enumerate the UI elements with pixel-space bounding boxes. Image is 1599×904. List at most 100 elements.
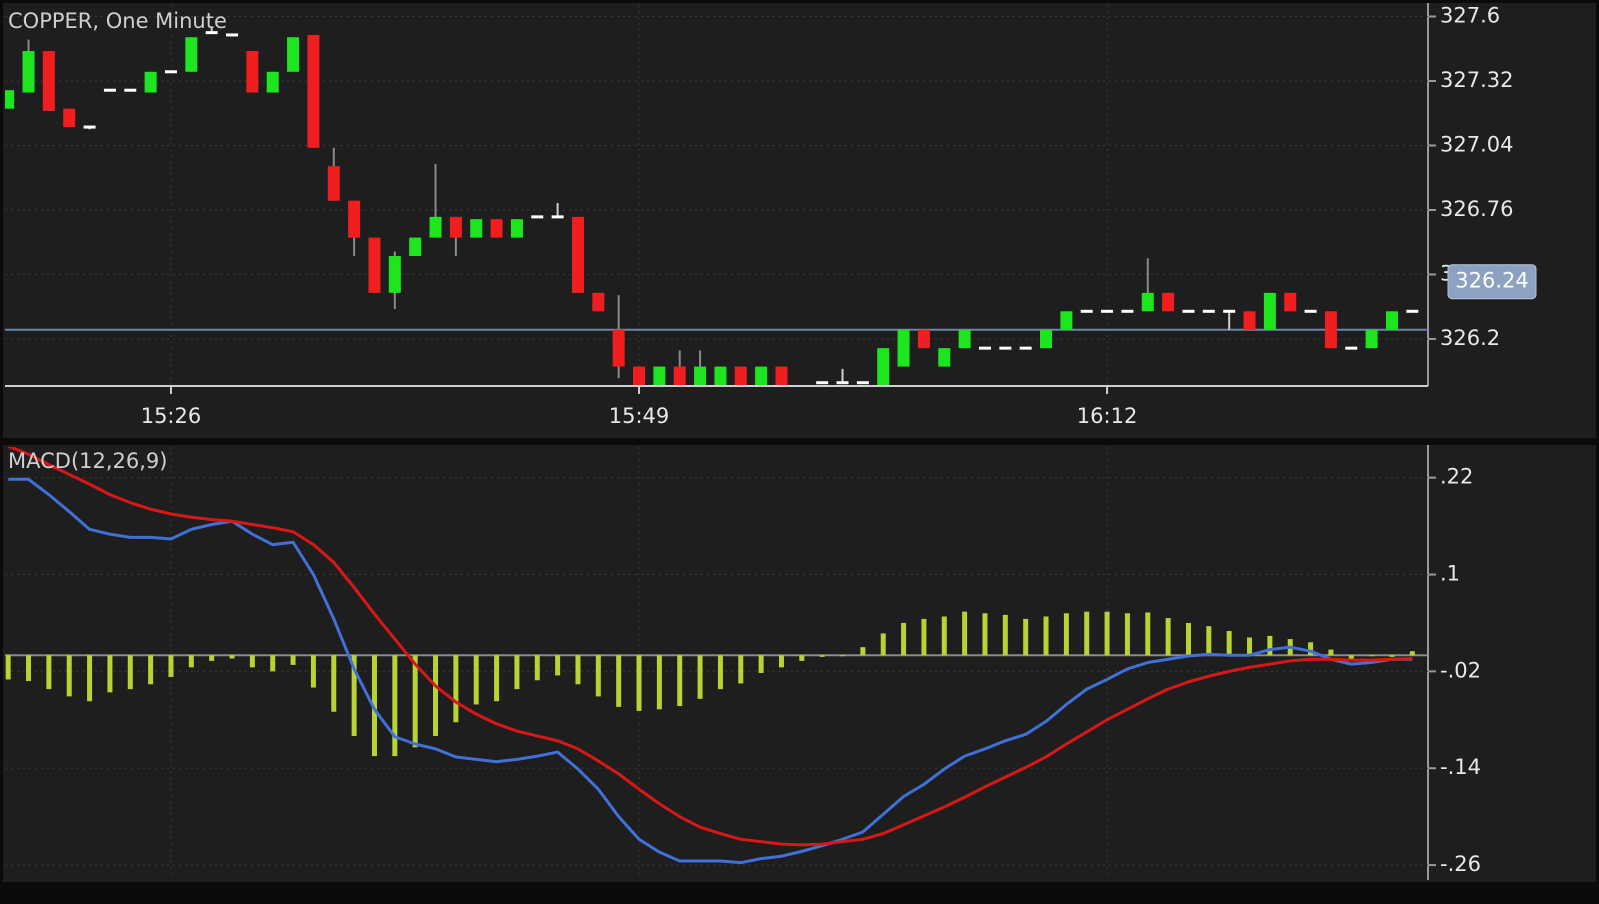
histogram-bar [107,655,113,693]
macd-title: MACD(12,26,9) [8,449,168,473]
candle-body [205,31,218,35]
histogram-bar [1063,613,1069,656]
candle-body [531,215,544,219]
candle-body [287,37,300,72]
candle-body [307,34,320,148]
histogram-bar [1369,655,1375,657]
candle-body [510,219,523,238]
histogram-bar [1023,618,1029,656]
histogram-bar [656,655,662,710]
candle-body [1060,311,1073,330]
histogram-bar [697,655,703,699]
histogram-bar [188,655,194,668]
candle-body [1121,309,1134,313]
histogram-bar [982,613,988,656]
candle-body [1284,292,1297,312]
macd-line [7,447,1413,847]
histogram-bar [1002,614,1008,656]
histogram-bar [453,655,459,723]
histogram-bar [1348,655,1354,660]
candle-body [368,237,381,293]
histogram-bar [168,655,174,678]
candle-body [1385,311,1398,330]
candle-body [42,51,55,111]
candle-body [958,329,971,349]
candle-body [490,219,503,238]
price-panel [3,3,1596,438]
candle-body [1304,309,1317,313]
candle-body [999,346,1012,350]
candle-body [429,216,442,238]
histogram-bar [1247,637,1253,656]
candle-body [938,348,951,367]
histogram-bar [351,655,357,736]
candle-body [164,70,177,74]
candle-body [1101,309,1114,313]
histogram-bar [1206,626,1212,656]
y-tick-label: -.14 [1440,755,1481,779]
candle-body [1223,309,1236,313]
histogram-bar [962,611,968,656]
candle-body [551,215,564,219]
candle-body [1040,329,1053,349]
histogram-bar [310,655,316,688]
candle-body [917,329,930,349]
y-tick-label: .22 [1440,465,1473,489]
histogram-bar [1043,616,1049,656]
histogram-bar [799,655,805,661]
histogram-bar [1185,622,1191,656]
candle-body [1365,329,1378,349]
y-tick-label: 326.2 [1440,326,1500,350]
histogram-bar [87,655,93,702]
macd-panel [3,445,1596,882]
x-tick-label: 15:26 [141,404,202,428]
histogram-bar [433,655,439,736]
candle-body [1263,292,1276,330]
histogram-bar [26,655,32,682]
histogram-bar [249,655,255,668]
candle-body [1162,292,1175,312]
histogram-bar [921,618,927,656]
histogram-bar [738,655,744,684]
candle-body [571,216,584,293]
candle-body [103,88,116,92]
candle-body [1202,309,1215,313]
histogram-bar [392,655,398,757]
candle-body [388,256,401,293]
histogram-bar [534,655,540,681]
candle-body [1243,311,1256,330]
candle-body [612,329,625,367]
candle-body [633,366,646,385]
y-tick-label: -.26 [1440,852,1481,876]
candle-body [226,33,239,37]
histogram-bar [758,655,764,673]
histogram-bar [514,655,520,690]
histogram-bar [473,655,479,705]
candle-body [327,166,340,201]
current-price-box [1447,264,1537,300]
candle-body [877,348,890,385]
candle-body [1182,309,1195,313]
histogram-bar [229,655,235,659]
x-tick-label: 16:12 [1077,404,1138,428]
histogram-bar [127,655,133,690]
candle-body [409,237,422,257]
candle-body [694,366,707,385]
candle-body [856,381,869,385]
histogram-bar [290,655,296,665]
candle-body [1019,346,1032,350]
histogram-bar [209,655,215,661]
candle-body [816,381,829,385]
candle-body [124,88,137,92]
candle-body [144,71,157,93]
histogram-bar [1267,635,1273,656]
histogram-bar [46,655,52,690]
histogram-bar [1389,655,1395,657]
histogram-bar [1104,611,1110,656]
histogram-bar [331,655,337,712]
candle-body [897,329,910,367]
candle-body [1345,346,1358,350]
candle-body [1080,309,1093,313]
histogram-bar [1409,651,1415,656]
